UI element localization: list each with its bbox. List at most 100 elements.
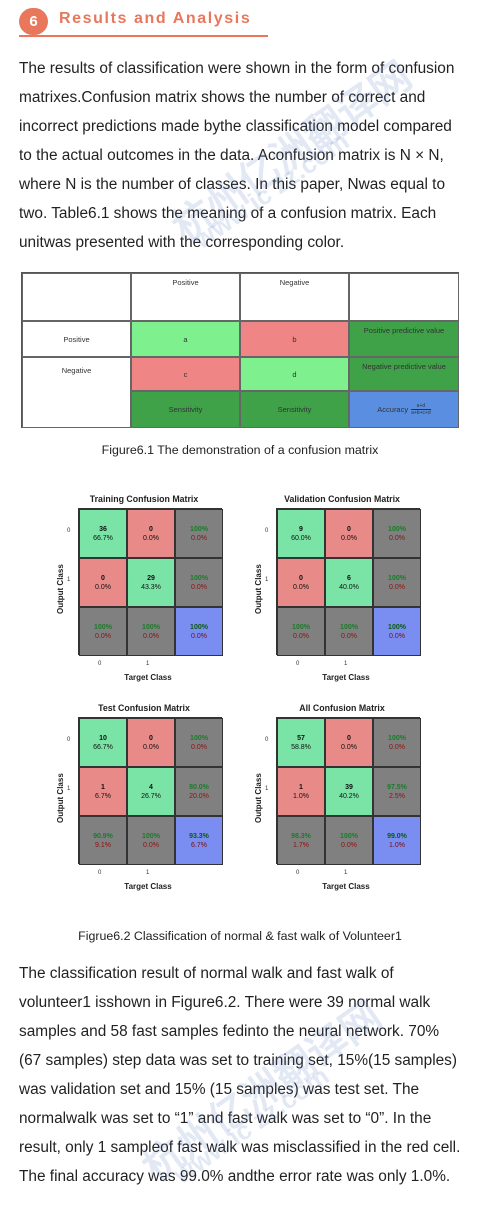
- demo-cell-d: d: [240, 357, 349, 391]
- matrix-cell: 100% 0.0%: [127, 816, 175, 865]
- matrix-cell: 1 6.7%: [79, 767, 127, 816]
- cell-value: 100%: [292, 623, 310, 631]
- cell-percent: 26.7%: [141, 792, 161, 800]
- cell-value: 100%: [190, 623, 208, 631]
- accuracy-formula: a+d a+b+c+d: [411, 403, 431, 416]
- cell-value: 100%: [94, 623, 112, 631]
- matrix-cell: 0 0.0%: [79, 558, 127, 607]
- matrix-cell: 98.3% 1.7%: [277, 816, 325, 865]
- cell-percent: 60.0%: [291, 534, 311, 542]
- y-tick-label: 0: [265, 737, 269, 743]
- demo-cell-c: c: [131, 357, 240, 391]
- cell-percent: 0.0%: [143, 632, 159, 640]
- y-tick-label: 1: [265, 577, 269, 583]
- confusion-plot-0: Training Confusion Matrix 36 66.7% 0 0.0% 100…: [52, 494, 232, 689]
- demo-row-negative: Negative: [22, 357, 131, 428]
- x-tick-label: 0: [98, 870, 102, 876]
- demo-cell-b: b: [240, 321, 349, 357]
- section-number-badge: 6: [19, 8, 48, 35]
- y-tick-label: 0: [265, 528, 269, 534]
- cell-percent: 6.7%: [95, 792, 111, 800]
- demo-col-empty: [349, 273, 459, 321]
- cell-value: 10: [99, 734, 107, 742]
- cell-percent: 6.7%: [191, 841, 207, 849]
- cell-percent: 0.0%: [341, 841, 357, 849]
- matrix-cell: 100% 0.0%: [175, 558, 223, 607]
- figure-6-1-caption: Figure6.1 The demonstration of a confusi…: [101, 443, 379, 457]
- matrix-cell: 100% 0.0%: [79, 607, 127, 656]
- demo-cell-a: a: [131, 321, 240, 357]
- cell-value: 9: [299, 525, 303, 533]
- cell-value: 57: [297, 734, 305, 742]
- y-axis-label: Output Class: [56, 773, 65, 823]
- matrix-grid: 9 60.0% 0 0.0% 100% 0.0% 0 0.0% 6 40.0% 100% 0.0% 10…: [276, 508, 421, 656]
- cell-value: 100%: [142, 623, 160, 631]
- y-tick-label: 1: [67, 786, 71, 792]
- cell-value: 100%: [388, 525, 406, 533]
- cell-percent: 0.0%: [293, 583, 309, 591]
- cell-value: 100%: [190, 574, 208, 582]
- matrix-cell: 0 0.0%: [325, 718, 373, 767]
- confusion-plot-2: Test Confusion Matrix 10 66.7% 0 0.0% 100% 0.0…: [52, 703, 232, 898]
- y-tick-label: 1: [265, 786, 269, 792]
- matrix-cell: 100% 0.0%: [175, 607, 223, 656]
- plot-title: Validation Confusion Matrix: [284, 494, 400, 504]
- cell-percent: 40.2%: [339, 792, 359, 800]
- cell-value: 0: [347, 525, 351, 533]
- cell-percent: 0.0%: [341, 743, 357, 751]
- cell-percent: 0.0%: [341, 534, 357, 542]
- cell-percent: 0.0%: [191, 583, 207, 591]
- cell-value: 90.9%: [93, 832, 113, 840]
- matrix-grid: 10 66.7% 0 0.0% 100% 0.0% 1 6.7% 4 26.7% 80.0% 20.0…: [78, 717, 223, 865]
- x-tick-label: 1: [146, 661, 150, 667]
- matrix-cell: 100% 0.0%: [175, 509, 223, 558]
- section-header: 6 Results and Analysis: [19, 7, 268, 37]
- cell-value: 0: [299, 574, 303, 582]
- cell-percent: 0.0%: [341, 632, 357, 640]
- matrix-cell: 100% 0.0%: [277, 607, 325, 656]
- y-tick-label: 1: [67, 577, 71, 583]
- matrix-cell: 80.0% 20.0%: [175, 767, 223, 816]
- cell-percent: 66.7%: [93, 743, 113, 751]
- demo-cell-ppv: Positive predictive value: [349, 321, 459, 357]
- x-axis-label: Target Class: [322, 673, 370, 682]
- matrix-cell: 1 1.0%: [277, 767, 325, 816]
- cell-percent: 1.7%: [293, 841, 309, 849]
- matrix-cell: 36 66.7%: [79, 509, 127, 558]
- cell-value: 99.0%: [387, 832, 407, 840]
- cell-percent: 0.0%: [191, 632, 207, 640]
- demo-cell-npv: Negative predictive value: [349, 357, 459, 391]
- accuracy-label: Accuracy: [377, 405, 409, 414]
- cell-percent: 1.0%: [389, 841, 405, 849]
- cell-value: 93.3%: [189, 832, 209, 840]
- matrix-cell: 100% 0.0%: [373, 718, 421, 767]
- accuracy-numerator: a+d: [411, 403, 431, 410]
- cell-percent: 40.0%: [339, 583, 359, 591]
- cell-percent: 0.0%: [143, 743, 159, 751]
- cell-value: 97.5%: [387, 783, 407, 791]
- cell-percent: 0.0%: [143, 534, 159, 542]
- x-axis-label: Target Class: [124, 673, 172, 682]
- x-tick-label: 0: [98, 661, 102, 667]
- cell-value: 100%: [388, 734, 406, 742]
- cell-value: 100%: [190, 525, 208, 533]
- confusion-plot-1: Validation Confusion Matrix 9 60.0% 0 0.0% 10…: [250, 494, 430, 689]
- confusion-plot-3: All Confusion Matrix 57 58.8% 0 0.0% 100% 0.0%…: [250, 703, 430, 898]
- cell-value: 36: [99, 525, 107, 533]
- demo-cell-accuracy: Accuracy a+d a+b+c+d: [349, 391, 459, 428]
- demo-cell-sensitivity-1: Sensitivity: [131, 391, 240, 428]
- cell-percent: 66.7%: [93, 534, 113, 542]
- y-axis-label: Output Class: [254, 773, 263, 823]
- cell-value: 0: [149, 525, 153, 533]
- matrix-cell: 100% 0.0%: [373, 558, 421, 607]
- cell-value: 100%: [388, 623, 406, 631]
- plot-title: All Confusion Matrix: [299, 703, 385, 713]
- matrix-cell: 29 43.3%: [127, 558, 175, 607]
- demo-cell-sensitivity-2: Sensitivity: [240, 391, 349, 428]
- cell-percent: 58.8%: [291, 743, 311, 751]
- matrix-cell: 4 26.7%: [127, 767, 175, 816]
- x-tick-label: 1: [344, 870, 348, 876]
- demo-col-negative: Negative: [240, 273, 349, 321]
- cell-value: 100%: [190, 734, 208, 742]
- demo-col-positive: Positive: [131, 273, 240, 321]
